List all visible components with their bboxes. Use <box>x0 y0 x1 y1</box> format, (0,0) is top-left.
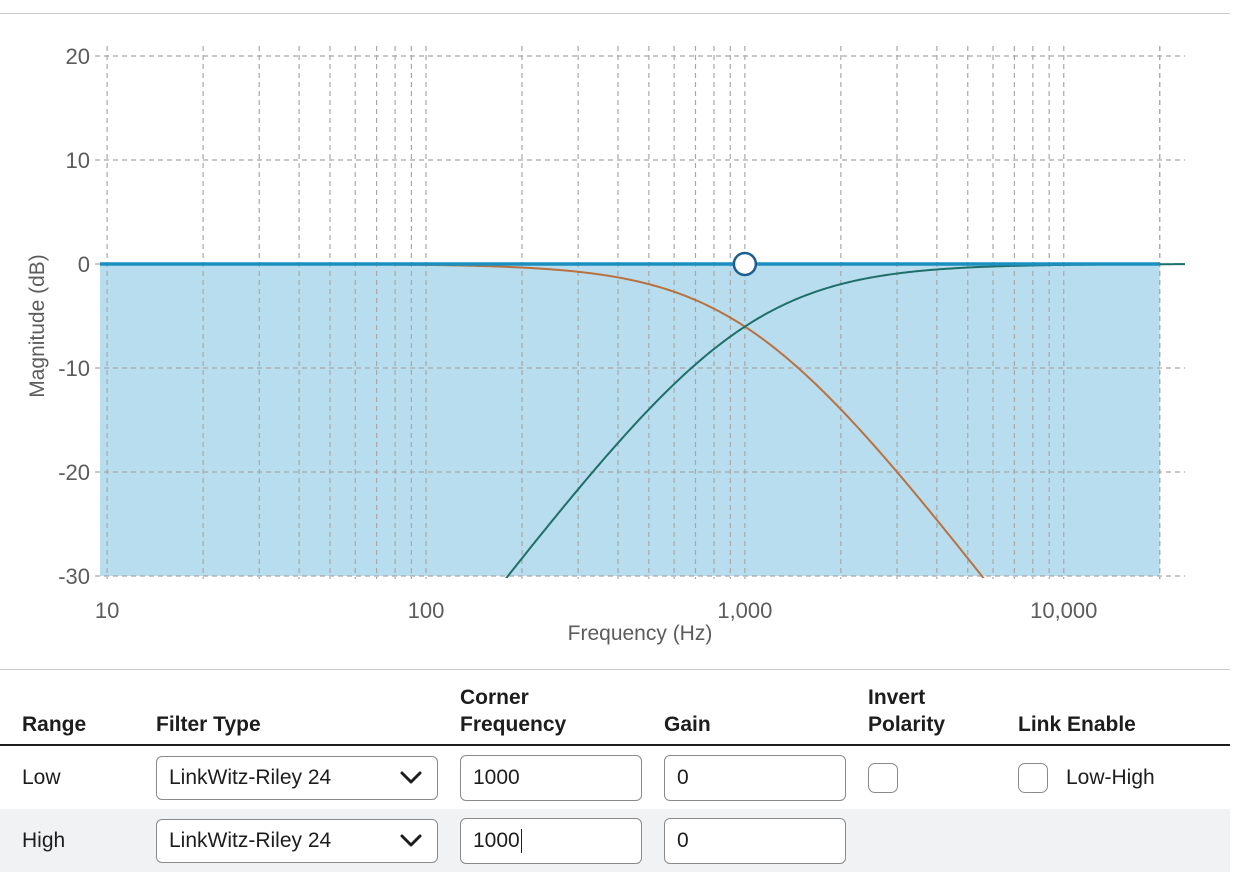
x-tick-label: 10,000 <box>1030 598 1097 623</box>
response-fill-area <box>100 264 1160 576</box>
input-value: 0 <box>677 765 689 789</box>
low-invert-polarity-checkbox[interactable] <box>868 762 898 793</box>
high-corner-frequency-input[interactable]: 1000 <box>460 817 642 864</box>
chevron-down-icon <box>400 771 422 783</box>
filter-type-cell: LinkWitz-Riley 24 <box>134 809 438 872</box>
header-corner-frequency: Corner Frequency <box>438 680 642 746</box>
high-filter-type-select[interactable]: LinkWitz-Riley 24 <box>156 818 438 863</box>
gain-cell: 0 <box>642 745 846 809</box>
corner-frequency-cell: 1000 <box>438 745 642 809</box>
invert-cell <box>846 745 996 809</box>
low-corner-frequency-input[interactable]: 1000 <box>460 754 642 801</box>
text-cursor <box>520 828 523 853</box>
range-label: High <box>0 809 134 872</box>
link-enable-control: Low-High <box>1018 762 1230 793</box>
header-range: Range <box>0 680 134 746</box>
input-value: 0 <box>677 828 689 852</box>
y-tick-label: -10 <box>58 356 90 381</box>
header-link-enable: Link Enable <box>996 680 1230 746</box>
table-header-row: Range Filter Type Corner Frequency Gain I… <box>0 680 1230 746</box>
header-invert-polarity: Invert Polarity <box>846 680 996 746</box>
x-tick-label: 10 <box>95 598 119 623</box>
x-tick-label: 1,000 <box>717 598 772 623</box>
link-cell-empty <box>996 809 1230 872</box>
section-divider <box>0 669 1230 670</box>
low-filter-type-select[interactable]: LinkWitz-Riley 24 <box>156 755 438 800</box>
x-axis-label: Frequency (Hz) <box>568 622 713 645</box>
corner-frequency-handle[interactable] <box>732 251 758 277</box>
range-label: Low <box>22 765 61 789</box>
y-tick-label: 0 <box>78 252 90 277</box>
top-divider <box>0 13 1230 14</box>
header-gain: Gain <box>642 680 846 746</box>
select-value: LinkWitz-Riley 24 <box>169 828 332 852</box>
high-gain-input[interactable]: 0 <box>664 817 846 864</box>
y-tick-label: -30 <box>58 564 90 589</box>
highpass-curve <box>505 263 1185 578</box>
gain-cell: 0 <box>642 809 846 872</box>
invert-cell-empty <box>846 809 996 872</box>
link-enable-label[interactable]: Low-High <box>1066 765 1155 789</box>
chevron-down-icon <box>400 834 422 846</box>
x-tick-label: 100 <box>408 598 445 623</box>
low-gain-input[interactable]: 0 <box>664 754 846 801</box>
corner-frequency-cell: 1000 <box>438 809 642 872</box>
y-tick-label: 10 <box>66 148 90 173</box>
y-axis-label: Magnitude (dB) <box>26 254 49 398</box>
crossover-table: Range Filter Type Corner Frequency Gain I… <box>0 680 1230 872</box>
y-tick-label: -20 <box>58 460 90 485</box>
link-enable-checkbox[interactable] <box>1018 762 1048 793</box>
input-value: 1000 <box>473 765 520 789</box>
table-row-low: Low LinkWitz-Riley 24 1000 0 <box>0 745 1230 809</box>
link-cell: Low-High <box>996 745 1230 809</box>
y-tick-label: 20 <box>66 44 90 69</box>
table-row-high: High LinkWitz-Riley 24 1000 0 <box>0 809 1230 872</box>
header-filter-type: Filter Type <box>134 680 438 746</box>
select-value: LinkWitz-Riley 24 <box>169 765 332 789</box>
filter-type-cell: LinkWitz-Riley 24 <box>134 745 438 809</box>
input-value: 1000 <box>473 828 520 852</box>
